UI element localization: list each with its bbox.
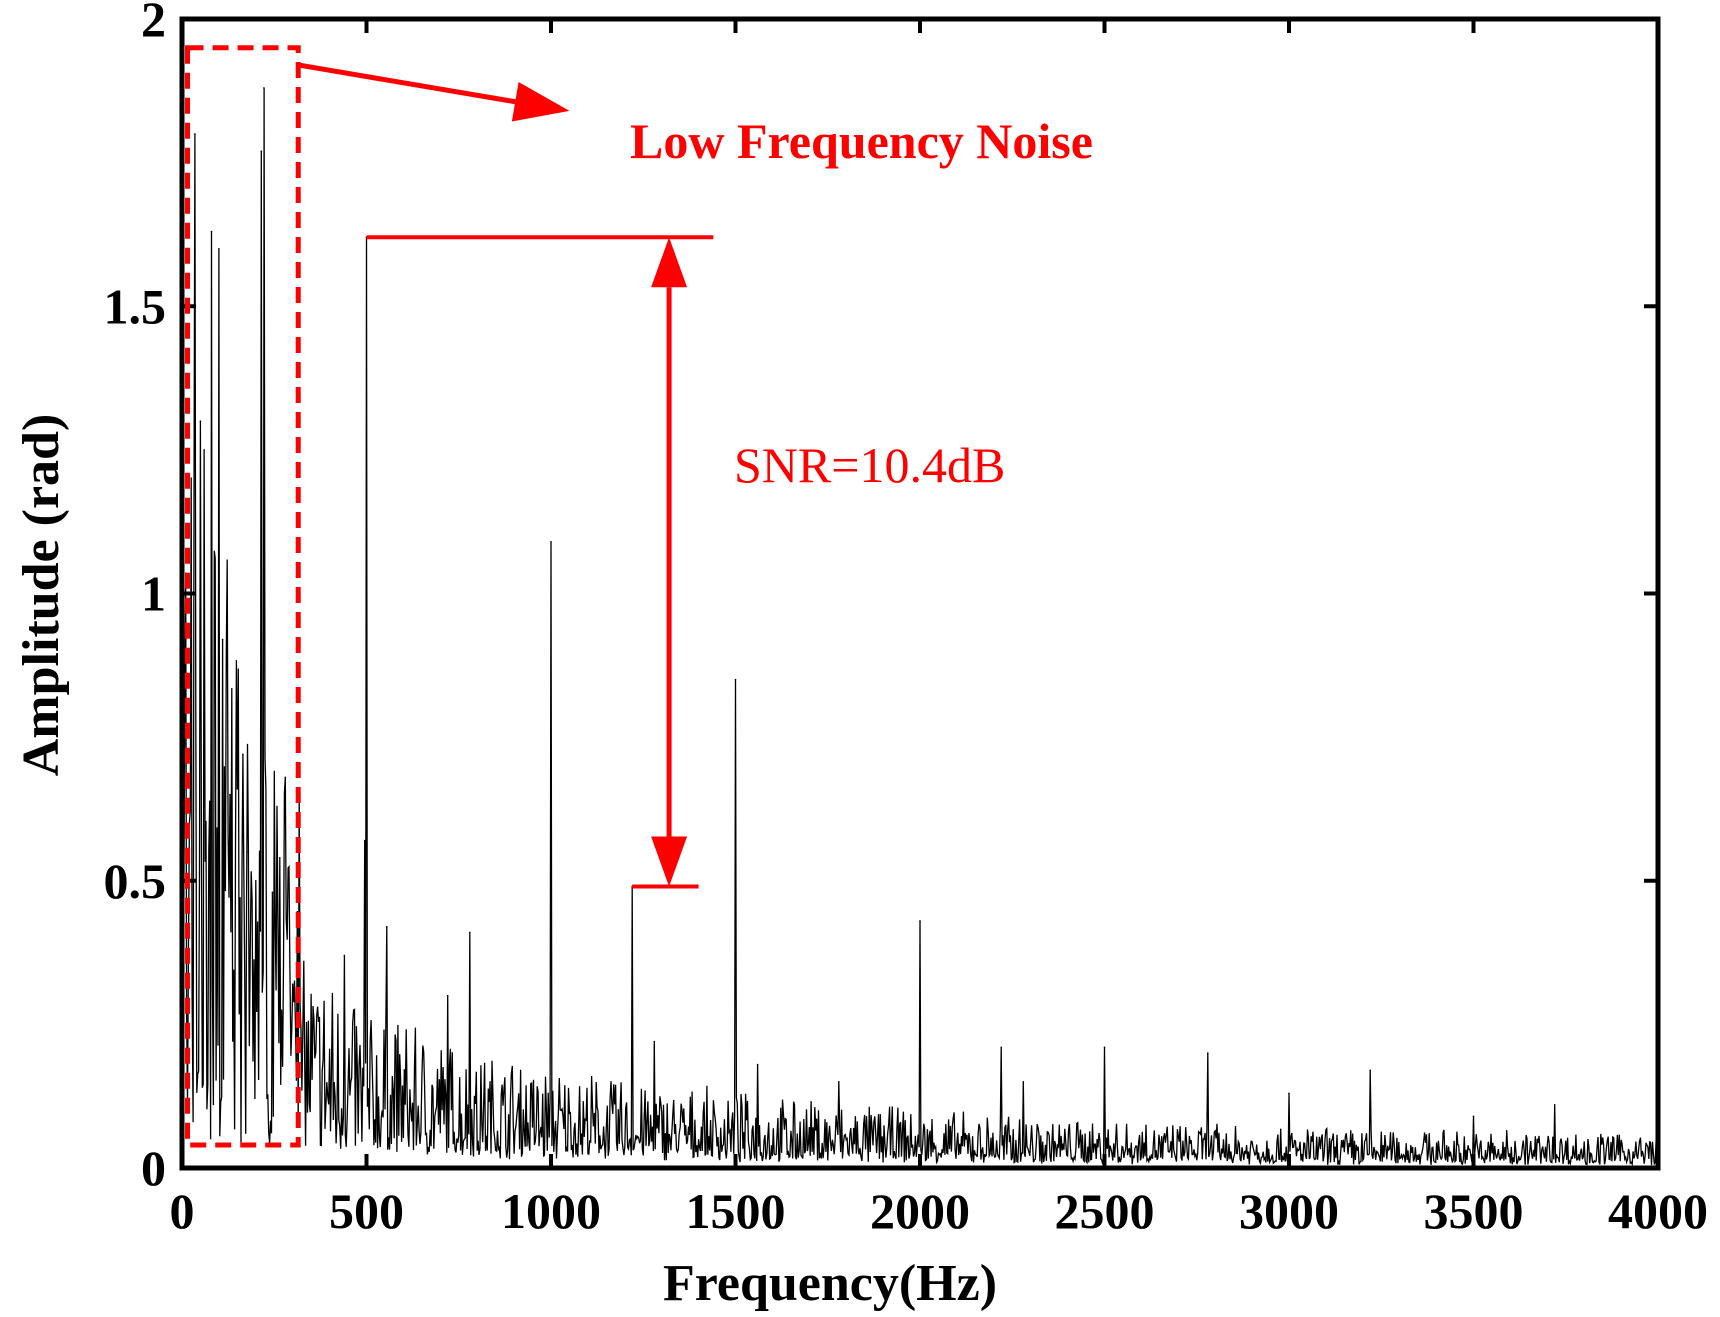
spectral-peak [236, 788, 239, 790]
spectral-peak [446, 994, 449, 997]
spectral-peak [271, 891, 274, 894]
x-tick-label: 1500 [686, 1183, 786, 1239]
spectral-peak [194, 133, 196, 135]
spectral-peak [363, 839, 366, 842]
spectral-peak [838, 1081, 840, 1083]
spectral-peak [263, 87, 265, 89]
spectral-peak [278, 856, 281, 859]
spectral-peak [1000, 1046, 1002, 1049]
spectral-peak [385, 925, 388, 928]
spectral-peak [203, 449, 205, 451]
y-tick-label: 1.5 [104, 278, 167, 334]
snr-label: SNR=10.4dB [734, 437, 1005, 493]
spectral-peak [1288, 1092, 1290, 1095]
noise-label: Low Frequency Noise [630, 113, 1093, 169]
spectral-peak [734, 678, 737, 681]
spectral-peak [1472, 1115, 1475, 1118]
y-tick-label: 1 [141, 566, 166, 622]
spectral-peak [210, 230, 213, 233]
x-tick-label: 0 [170, 1183, 195, 1239]
spectral-peak [1103, 1046, 1106, 1049]
y-tick-label: 0.5 [104, 853, 167, 909]
series-layer [181, 87, 1659, 1167]
noise-arrow-head [511, 82, 570, 122]
spectral-peak [242, 753, 244, 756]
x-tick-label: 500 [329, 1183, 404, 1239]
spectral-peak [218, 248, 220, 250]
spectral-peak [199, 420, 202, 422]
spectral-peak [1022, 1081, 1025, 1083]
spectral-peak [247, 851, 250, 853]
spectral-peak [255, 879, 257, 882]
spectral-peak [756, 1063, 759, 1066]
spectral-peak [653, 1040, 656, 1043]
spectral-peak [260, 150, 263, 152]
x-tick-label: 3000 [1239, 1183, 1339, 1239]
spectral-peak [291, 983, 294, 985]
spectral-peak [469, 931, 471, 934]
x-tick-label: 2500 [1055, 1183, 1155, 1239]
snr-arrow-head-top [651, 237, 688, 288]
noise-region-box [185, 45, 301, 1148]
x-tick-label: 2000 [870, 1183, 970, 1239]
annotation-layer [185, 45, 714, 1148]
spectral-peak [1207, 1052, 1209, 1054]
y-tick-label: 2 [141, 0, 166, 47]
spectral-peak [343, 954, 346, 957]
x-tick-label: 4000 [1608, 1183, 1708, 1239]
spectral-peak [1369, 1069, 1371, 1072]
x-tick-label: 1000 [501, 1183, 601, 1239]
y-tick-label: 0 [141, 1140, 166, 1196]
series-line [181, 87, 1659, 1167]
spectral-peak [550, 540, 552, 543]
spectral-peak [919, 920, 921, 922]
x-tick-label: 3500 [1424, 1183, 1524, 1239]
spectral-peak [1553, 1104, 1556, 1106]
y-axis-title: Amplitude (rad) [13, 414, 70, 777]
noise-arrow-shaft [297, 62, 516, 105]
spectral-peak [284, 776, 287, 779]
snr-arrow-head-bottom [651, 836, 688, 887]
spectral-peak [229, 793, 231, 796]
spectral-peak [221, 638, 224, 641]
ticks-layer: 0 500 1000 1500 2000 2500 3000 3500 4000 0 0.5 1 1.5… [104, 0, 1709, 1239]
x-axis-title: Frequency(Hz) [663, 1255, 997, 1312]
